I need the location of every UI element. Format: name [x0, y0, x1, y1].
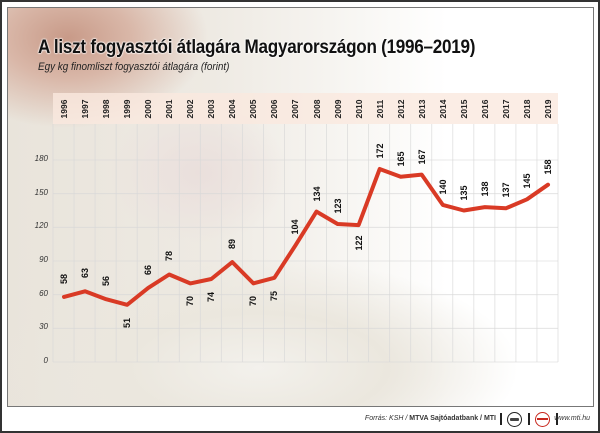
source-text: Forrás: KSH / MTVA Sajtóadatbank / MTI: [365, 415, 496, 422]
separator: [528, 413, 530, 425]
data-value-label: 140: [437, 179, 448, 195]
year-axis-band: [53, 93, 558, 124]
separator: [500, 413, 502, 425]
mti-logo-icon: [535, 412, 550, 427]
source-agency: MTVA Sajtóadatbank / MTI: [409, 415, 496, 422]
chart-title: A liszt fogyasztói átlagára Magyarország…: [38, 37, 476, 58]
data-value-label: 104: [290, 219, 301, 235]
y-tick-label: 60: [39, 288, 48, 298]
chart-subtitle: Egy kg finomliszt fogyasztói átlagára (f…: [38, 61, 230, 73]
data-value-label: 70: [248, 296, 259, 307]
data-value-label: 158: [543, 159, 553, 175]
data-value-label: 75: [269, 290, 280, 301]
y-tick-label: 0: [43, 356, 48, 365]
data-value-label: 167: [416, 149, 427, 165]
y-tick-label: 180: [34, 154, 48, 163]
data-value-label: 123: [332, 198, 343, 214]
data-value-label: 135: [458, 184, 469, 201]
data-value-label: 56: [101, 276, 112, 287]
data-value-label: 165: [395, 151, 406, 167]
data-value-label: 137: [500, 182, 511, 198]
y-tick-label: 120: [34, 221, 48, 231]
data-value-label: 145: [521, 173, 532, 189]
data-value-label: 70: [185, 296, 196, 307]
separator: [556, 413, 558, 425]
data-value-label: 78: [164, 251, 175, 262]
mtva-logo-icon: [507, 412, 522, 427]
data-value-label: 58: [59, 273, 69, 284]
data-value-label: 89: [227, 239, 238, 250]
price-line: [62, 167, 550, 307]
data-value-label: 63: [80, 268, 91, 279]
y-tick-label: 30: [39, 322, 48, 332]
data-value-label: 51: [122, 317, 133, 328]
data-value-label: 122: [353, 235, 364, 251]
y-tick-label: 90: [39, 255, 48, 264]
footer: Forrás: KSH / MTVA Sajtóadatbank / MTI w…: [0, 410, 596, 429]
data-value-label: 172: [374, 143, 385, 159]
website-link[interactable]: www.mti.hu: [554, 415, 590, 422]
data-value-label: 138: [479, 181, 490, 197]
data-value-label: 134: [311, 186, 322, 202]
data-value-label: 66: [143, 264, 154, 275]
y-tick-label: 150: [34, 187, 48, 197]
data-value-label: 74: [206, 291, 217, 302]
source-prefix: Forrás: KSH /: [364, 415, 410, 422]
